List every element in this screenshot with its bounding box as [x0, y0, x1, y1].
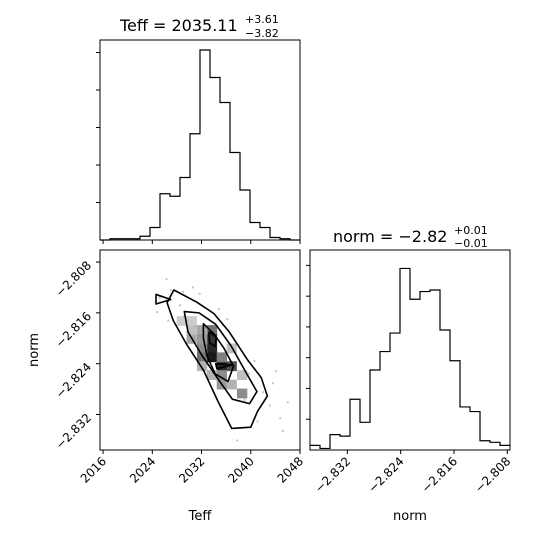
- scatter-point-25: [247, 372, 251, 375]
- norm-hist-step-line: [310, 267, 510, 450]
- scatter-point-2: [169, 288, 172, 292]
- density-cell-8: [216, 352, 227, 363]
- joint-xtick-label-1: 2024: [127, 454, 158, 485]
- scatter-point-16: [243, 398, 246, 401]
- teff-title: Teff = 2035.11: [119, 16, 238, 35]
- norm-hist-xtick-label-0: −2.832: [312, 454, 353, 495]
- scatter-point-9: [198, 292, 201, 295]
- density-cell-18: [197, 361, 208, 372]
- scatter-point-0: [165, 278, 168, 281]
- density-cell-3: [206, 352, 218, 363]
- joint-ytick-label-0: −2.832: [53, 411, 94, 452]
- density-cell-19: [206, 370, 218, 380]
- scatter-point-5: [156, 311, 159, 314]
- scatter-point-10: [261, 391, 265, 394]
- scatter-point-7: [167, 319, 170, 322]
- x-axis-label-norm: norm: [393, 509, 427, 524]
- norm-histogram-panel: −2.832 −2.824 −2.816 −2.808: [306, 249, 513, 496]
- scatter-point-23: [226, 318, 229, 321]
- norm-title-upper: +0.01: [454, 224, 488, 237]
- contour-line-5: [214, 362, 234, 370]
- teff-hist-frame: [99, 39, 301, 241]
- scatter-point-3: [181, 290, 185, 294]
- joint-ytick-label-3: −2.808: [53, 258, 94, 299]
- density-cell-4: [216, 361, 227, 372]
- density-cell-17: [197, 333, 208, 344]
- contour-line-2: [183, 310, 258, 405]
- density-cell-5: [226, 361, 237, 372]
- density-cell-0: [206, 325, 218, 335]
- scatter-point-11: [268, 404, 271, 407]
- contour-line-1: [166, 289, 269, 430]
- joint-density-panel: 2016 2024 2032 2040 2048 −2.832 −2.824 −2.816 −2…: [53, 249, 306, 486]
- contour-line-3: [202, 322, 235, 383]
- norm-title-lower: −0.01: [454, 237, 488, 250]
- scatter-point-4: [191, 286, 195, 289]
- scatter-point-15: [256, 420, 259, 423]
- joint-xtick-label-0: 2016: [78, 454, 109, 485]
- norm-hist-xtick-label-3: −2.808: [472, 454, 513, 495]
- scatter-point-17: [271, 382, 275, 385]
- joint-xtick-label-3: 2040: [225, 454, 256, 485]
- scatter-point-18: [236, 439, 239, 442]
- density-cell-21: [186, 316, 197, 327]
- contour-line-4: [208, 331, 218, 348]
- density-cell-11: [186, 325, 197, 335]
- density-cell-22: [176, 316, 187, 327]
- x-axis-label-teff: Teff: [188, 509, 213, 524]
- scatter-point-13: [286, 401, 289, 404]
- joint-ytick-label-2: −2.816: [53, 309, 94, 350]
- density-cell-16: [237, 370, 248, 380]
- joint-ytick-label-1: −2.824: [53, 360, 94, 401]
- scatter-point-12: [279, 417, 282, 420]
- joint-xtick-label-2: 2032: [176, 454, 207, 485]
- density-cell-1: [206, 333, 218, 344]
- norm-hist-xtick-label-2: −2.816: [419, 454, 460, 495]
- teff-title-value: 2035.11: [172, 16, 238, 35]
- scatter-point-6: [178, 304, 182, 307]
- scatter-point-22: [217, 307, 220, 311]
- teff-title-prefix: Teff =: [119, 16, 172, 35]
- joint-xtick-label-4: 2048: [275, 454, 306, 485]
- density-cell-6: [197, 343, 208, 354]
- teff-hist-step-line: [100, 49, 300, 241]
- density-cell-15: [237, 388, 248, 399]
- density-cell-2: [206, 343, 218, 354]
- contour-line-0: [155, 293, 172, 305]
- norm-title: norm = −2.82: [333, 227, 447, 246]
- density-cell-14: [226, 379, 237, 390]
- scatter-point-1: [158, 296, 161, 299]
- density-cell-12: [197, 325, 208, 335]
- teff-histogram-panel: [96, 39, 301, 244]
- scatter-point-24: [253, 360, 256, 363]
- scatter-point-14: [281, 429, 284, 433]
- density-cell-9: [216, 370, 227, 380]
- scatter-point-20: [194, 325, 197, 328]
- norm-title-prefix: norm =: [333, 227, 398, 246]
- teff-title-lower: −3.82: [245, 27, 279, 40]
- density-cell-7: [197, 352, 208, 363]
- teff-title-upper: +3.61: [245, 13, 279, 26]
- scatter-point-19: [274, 370, 278, 373]
- joint-frame: [99, 249, 301, 451]
- norm-hist-frame: [309, 249, 511, 451]
- norm-title-value: −2.82: [398, 227, 447, 246]
- norm-hist-xtick-label-1: −2.824: [365, 454, 406, 495]
- y-axis-label-norm: norm: [27, 333, 42, 367]
